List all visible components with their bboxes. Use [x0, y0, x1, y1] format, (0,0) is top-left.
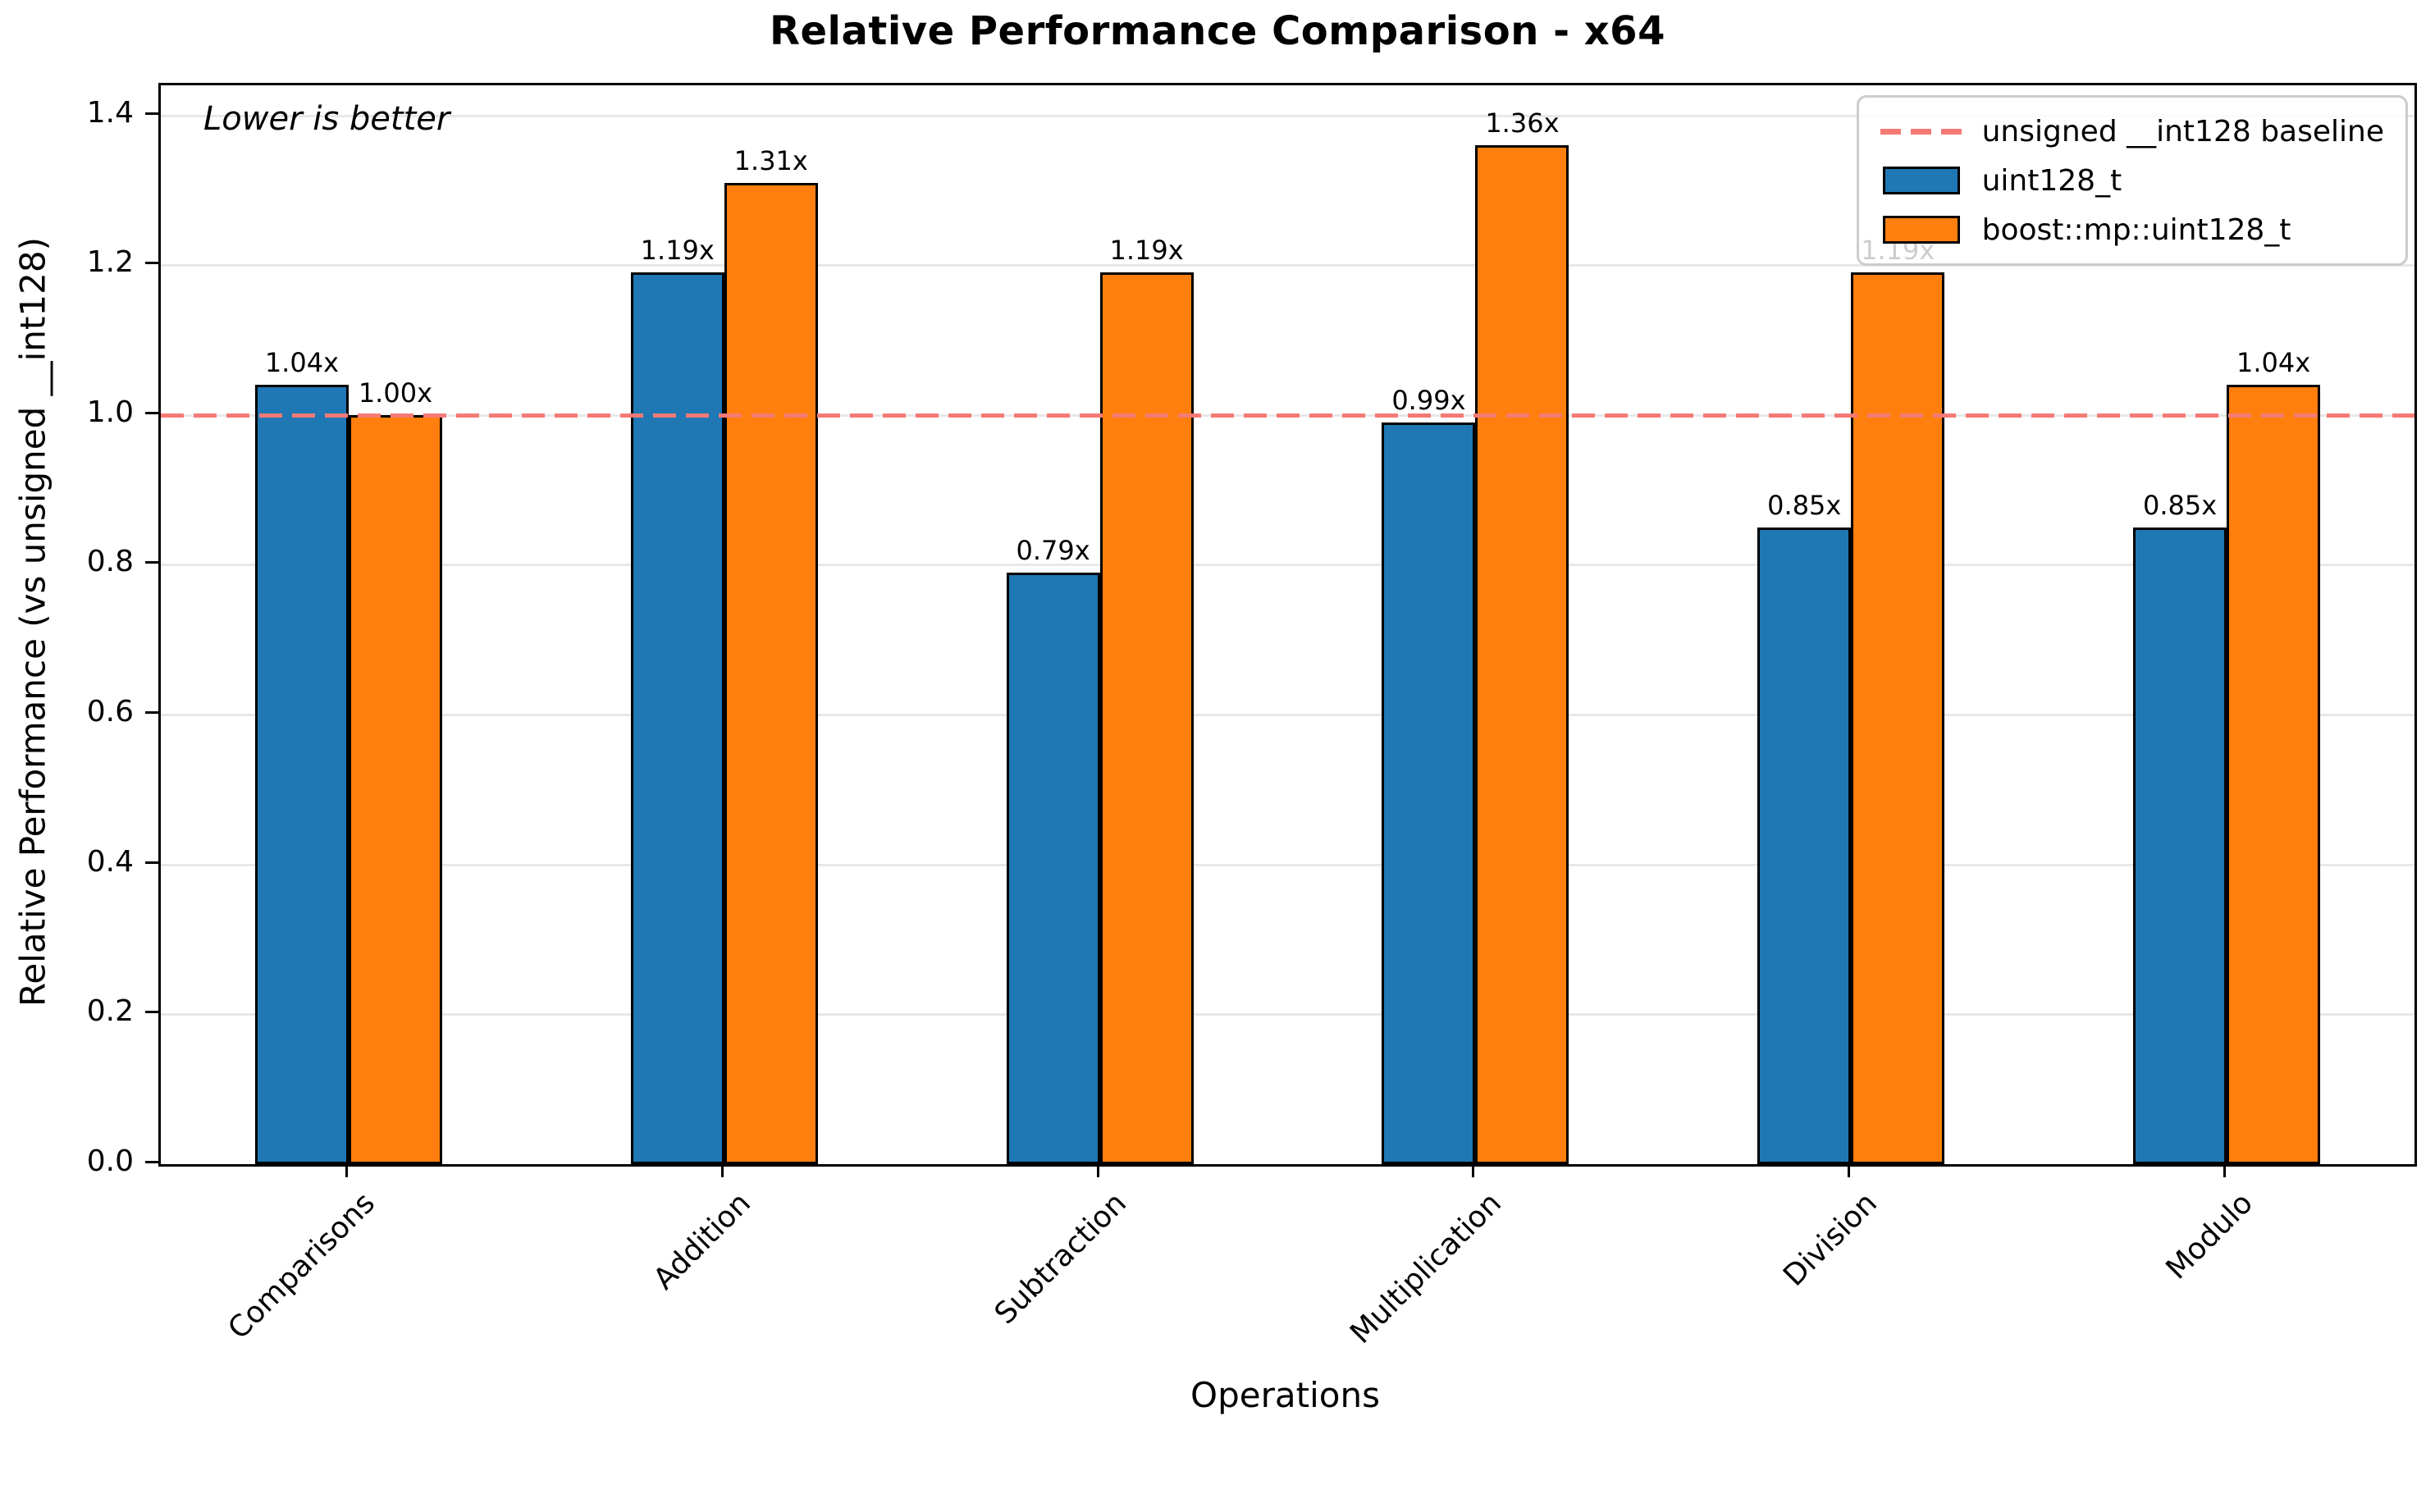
bar-subtraction-uint128_t [1006, 572, 1100, 1164]
bar-division-boost [1851, 272, 1945, 1164]
gridline [161, 264, 2414, 267]
bar-comparisons-uint128_t [254, 385, 349, 1164]
bar-value-label: 1.04x [2236, 347, 2311, 379]
gridline [161, 714, 2414, 717]
bar-value-label: 1.19x [1109, 235, 1184, 267]
y-tick-label: 0.8 [86, 545, 134, 579]
legend-entry-boost: boost::mp::uint128_t [1880, 209, 2384, 250]
y-tick-mark [145, 561, 158, 564]
bar-addition-uint128_t [630, 272, 724, 1164]
chart-title: Relative Performance Comparison - x64 [770, 8, 1665, 54]
bar-value-label: 0.79x [1016, 534, 1090, 566]
y-tick-label: 0.2 [86, 994, 134, 1029]
x-tick-mark [345, 1164, 348, 1177]
x-tick-mark [1848, 1164, 1851, 1177]
x-tick-label-modulo: Modulo [2159, 1186, 2260, 1286]
bar-value-label: 1.04x [264, 347, 339, 379]
x-tick-label-multiplication: Multiplication [1344, 1186, 1509, 1350]
bar-subtraction-boost [1099, 272, 1194, 1164]
y-tick-mark [145, 1011, 158, 1014]
legend-label-boost: boost::mp::uint128_t [1981, 212, 2291, 247]
bar-multiplication-boost [1475, 145, 1569, 1164]
x-tick-mark [1096, 1164, 1099, 1177]
gridline [161, 863, 2414, 866]
x-tick-mark [2223, 1164, 2227, 1177]
bar-value-label: 0.85x [2142, 489, 2218, 521]
bar-value-label: 0.99x [1391, 384, 1466, 416]
y-tick-mark [145, 411, 158, 414]
legend-label-baseline: unsigned __int128 baseline [1981, 114, 2384, 148]
baseline-dashed-line [161, 413, 2414, 418]
y-tick-label: 1.2 [86, 245, 134, 280]
legend-entry-uint128: uint128_t [1880, 160, 2384, 201]
legend: unsigned __int128 baseline uint128_t boo… [1856, 95, 2408, 266]
x-tick-label-subtraction: Subtraction [988, 1186, 1133, 1332]
gridline [161, 114, 2414, 117]
bar-value-label: 1.00x [358, 377, 432, 409]
y-tick-mark [145, 1161, 158, 1163]
bar-value-label: 1.36x [1485, 107, 1560, 139]
x-tick-label-division: Division [1777, 1186, 1884, 1293]
y-tick-label: 0.4 [86, 844, 134, 879]
y-tick-label: 0.6 [86, 695, 134, 729]
legend-label-uint128: uint128_t [1981, 163, 2122, 198]
bar-comparisons-boost [348, 414, 442, 1164]
lower-is-better-annotation: Lower is better [203, 100, 450, 138]
x-tick-label-comparisons: Comparisons [222, 1186, 381, 1346]
x-tick-mark [1472, 1164, 1475, 1177]
legend-entry-baseline: unsigned __int128 baseline [1880, 111, 2384, 152]
bar-value-label: 0.85x [1767, 489, 1842, 521]
y-tick-mark [145, 262, 158, 265]
orange-rect-swatch [1882, 216, 1960, 244]
baseline-dashed-line-swatch [1880, 128, 1962, 135]
bar-addition-boost [724, 182, 818, 1164]
blue-rect-swatch [1882, 167, 1960, 194]
bar-modulo-uint128_t [2133, 527, 2227, 1164]
bar-value-label: 1.31x [733, 144, 808, 176]
x-tick-label-addition: Addition [646, 1186, 757, 1297]
y-axis-label: Relative Performance (vs unsigned __int1… [12, 237, 53, 1007]
y-tick-label: 1.0 [86, 395, 134, 429]
gridline [161, 564, 2414, 567]
bar-multiplication-uint128_t [1382, 422, 1476, 1164]
x-tick-mark [720, 1164, 724, 1177]
y-tick-label: 1.4 [86, 95, 134, 130]
figure: Relative Performance Comparison - x64 Re… [12, 8, 2417, 1415]
y-tick-mark [145, 112, 158, 115]
plot-area: Lower is better unsigned __int128 baseli… [158, 83, 2417, 1167]
bar-modulo-boost [2227, 385, 2321, 1164]
bar-value-label: 1.19x [640, 235, 715, 267]
bar-division-uint128_t [1757, 527, 1852, 1164]
y-tick-mark [145, 861, 158, 864]
y-tick-mark [145, 711, 158, 715]
gridline [161, 1013, 2414, 1016]
y-tick-label: 0.0 [86, 1144, 134, 1178]
x-axis-label: Operations [1190, 1375, 1380, 1415]
